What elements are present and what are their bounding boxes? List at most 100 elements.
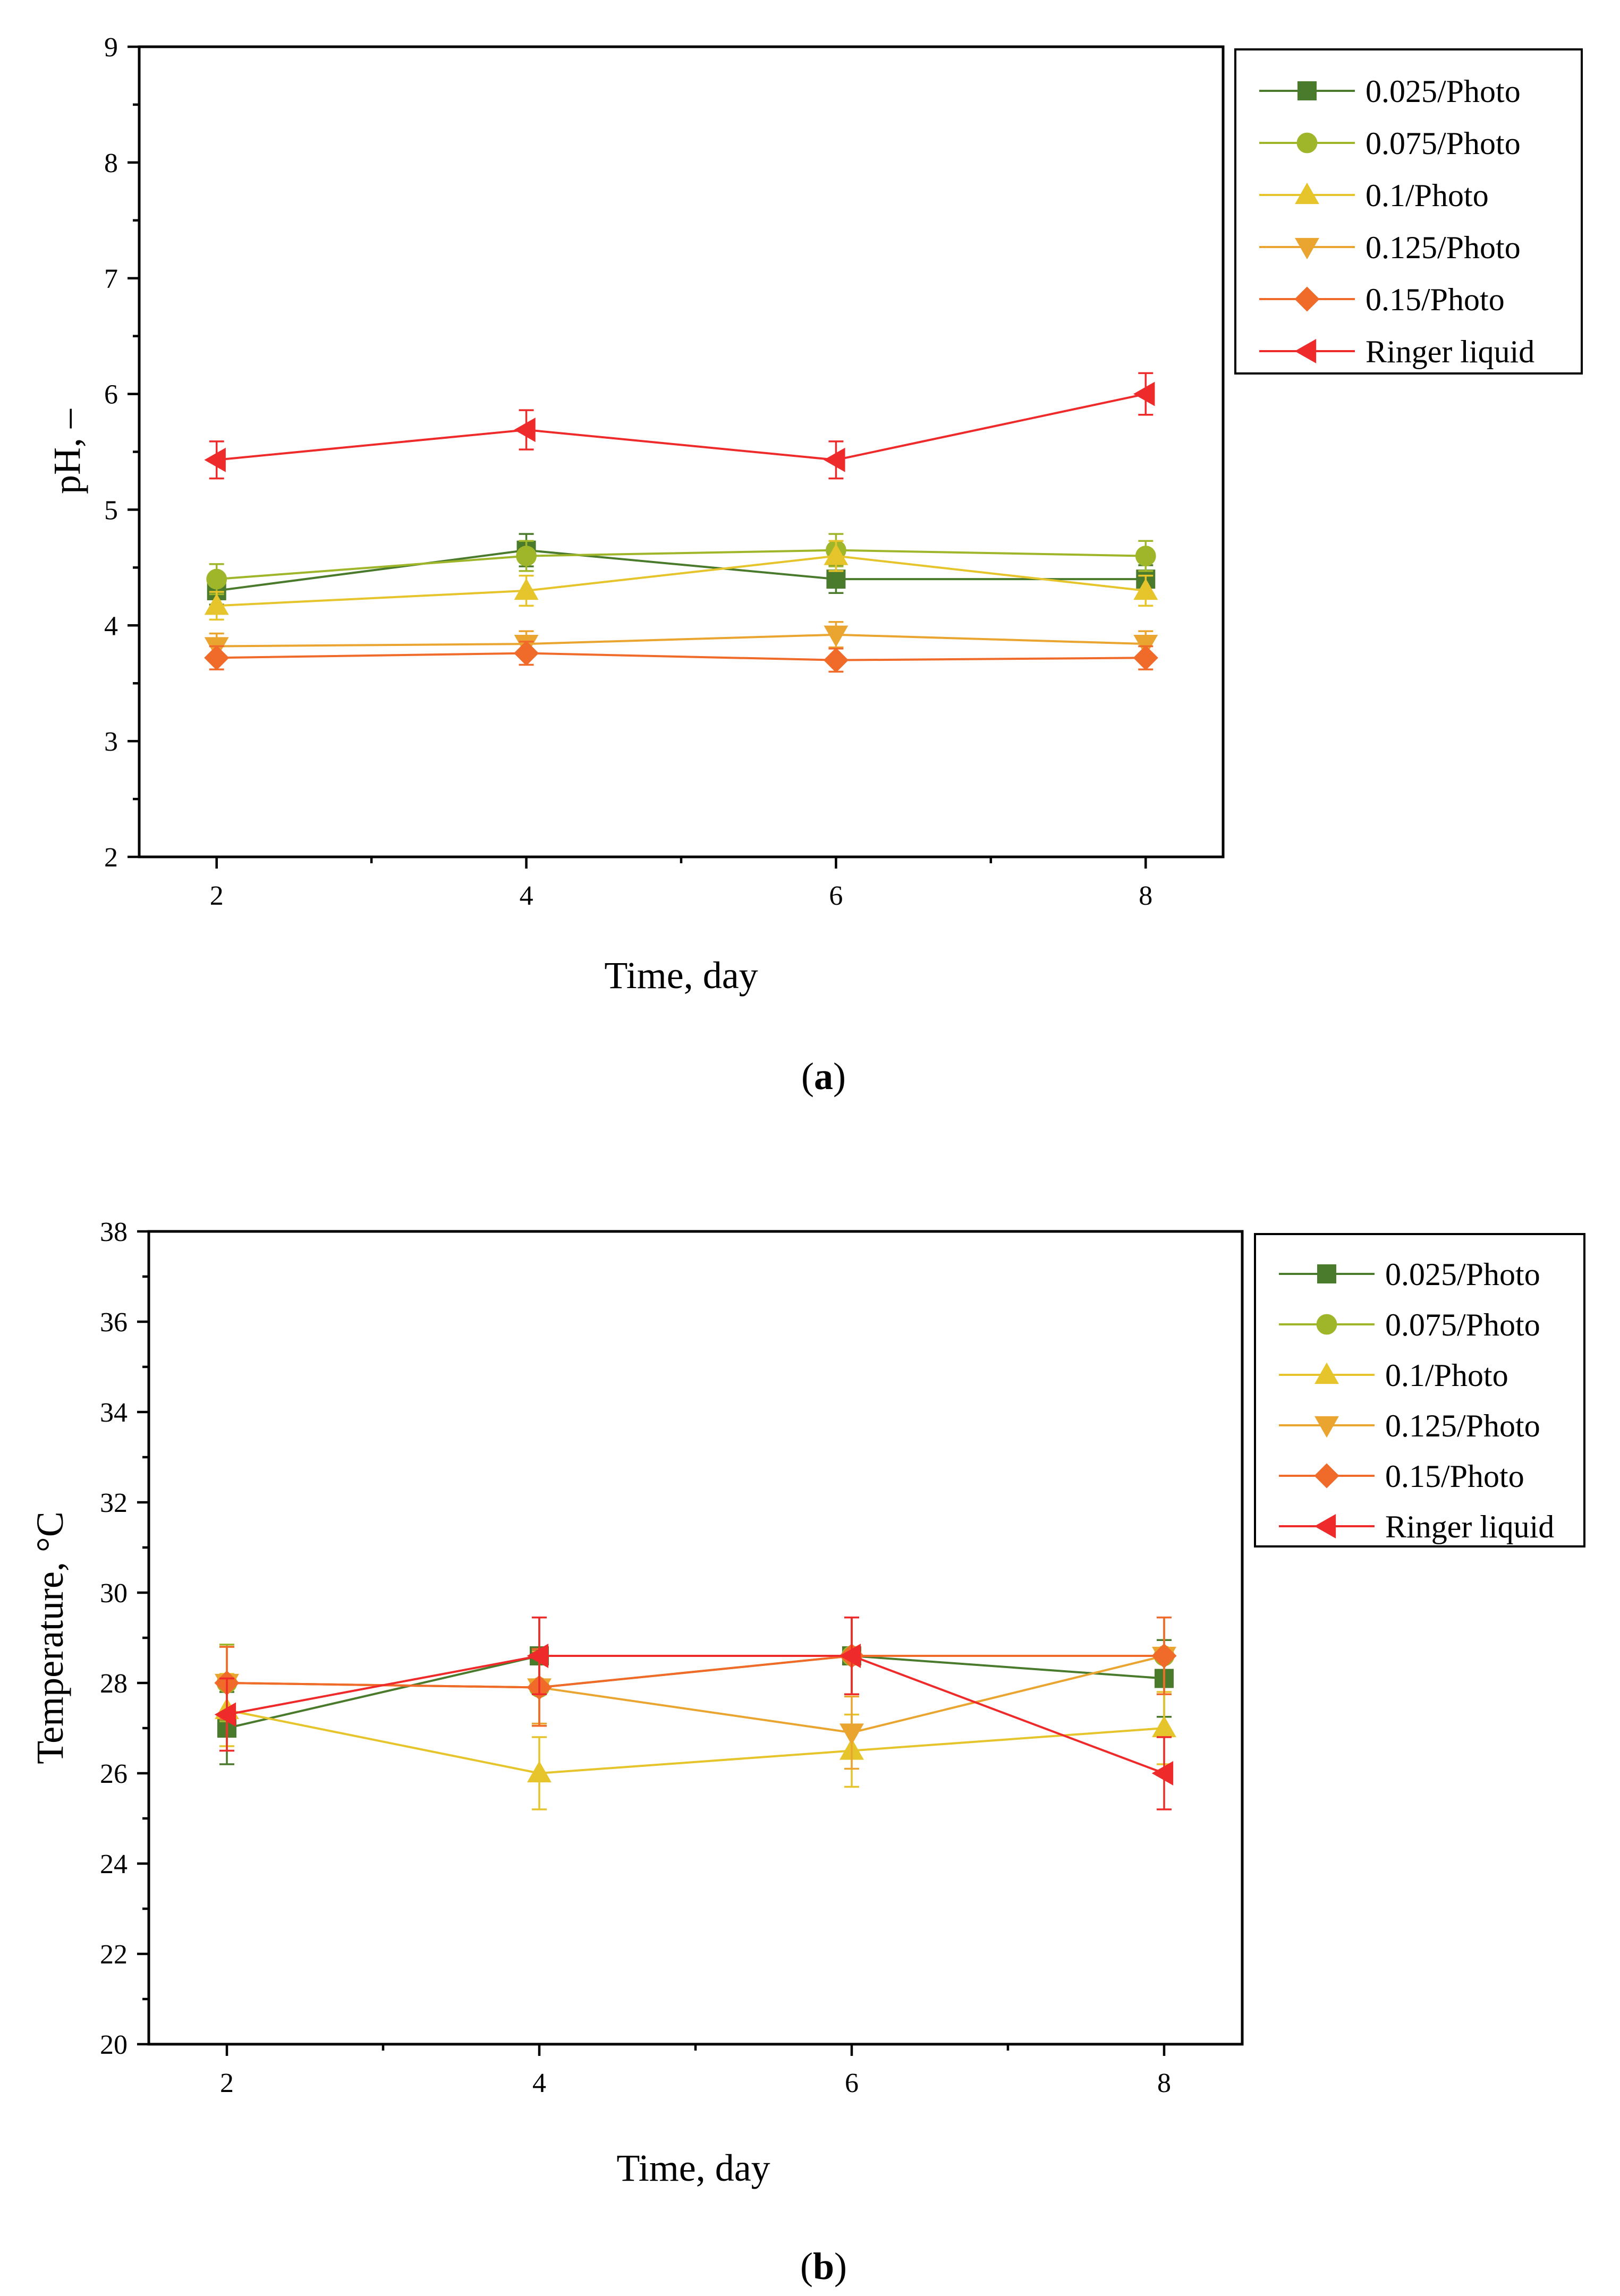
data-point <box>514 418 536 443</box>
y-tick-label: 30 <box>100 1578 128 1609</box>
legend-marker <box>1316 1314 1337 1335</box>
y-tick-label: 4 <box>104 611 118 641</box>
series-line <box>216 549 1146 581</box>
legend-box <box>1234 48 1583 375</box>
series-ringer-liquid <box>204 372 1155 480</box>
data-point <box>1133 578 1158 600</box>
caption-open: ( <box>801 1055 814 1098</box>
data-point <box>1151 1761 1174 1785</box>
legend-marker <box>1297 81 1317 100</box>
y-tick-label: 38 <box>100 1217 128 1247</box>
legend-label: 0.1/Photo <box>1385 1358 1508 1393</box>
figure-caption: (b) <box>800 2245 847 2288</box>
caption-letter: a <box>814 1055 833 1098</box>
x-tick-label: 6 <box>845 2068 859 2098</box>
data-point <box>527 1644 549 1668</box>
series-0-15-photo <box>204 641 1158 673</box>
data-point <box>516 546 537 566</box>
legend-marker <box>1295 237 1319 260</box>
data-point <box>206 568 227 590</box>
legend-label: 0.1/Photo <box>1365 178 1489 213</box>
y-tick-label: 24 <box>100 1849 128 1880</box>
series-line <box>226 1655 1164 1689</box>
series-0-125-photo <box>215 1617 1176 1770</box>
legend-label: 0.075/Photo <box>1385 1307 1540 1342</box>
series-0-125-photo <box>204 621 1158 660</box>
legend-label: Ringer liquid <box>1385 1509 1554 1544</box>
x-tick-label: 8 <box>1157 2068 1171 2098</box>
legend-label: 0.125/Photo <box>1385 1408 1540 1443</box>
caption-close: ) <box>834 2245 847 2288</box>
legend-marker <box>1296 132 1318 154</box>
data-point <box>1151 1643 1177 1669</box>
legend-marker <box>1295 182 1319 205</box>
data-point <box>1133 645 1158 670</box>
data-point <box>1133 634 1158 657</box>
series-line <box>216 555 1146 607</box>
series-line <box>226 1655 1165 1774</box>
legend-marker <box>1314 1362 1339 1384</box>
data-point <box>826 569 846 589</box>
y-tick-label: 22 <box>100 1940 128 1970</box>
y-tick-label: 6 <box>104 380 118 410</box>
data-point <box>204 645 230 670</box>
data-point <box>204 447 226 472</box>
legend-label: 0.15/Photo <box>1385 1459 1524 1494</box>
series-line <box>216 549 1146 592</box>
y-tick-label: 34 <box>100 1398 128 1428</box>
y-tick-label: 36 <box>100 1307 128 1338</box>
series-line <box>216 652 1146 661</box>
y-tick-label: 9 <box>104 32 118 63</box>
caption-close: ) <box>833 1055 846 1098</box>
legend-label: 0.125/Photo <box>1365 230 1521 265</box>
caption-open: ( <box>800 2245 813 2288</box>
series-ringer-liquid <box>214 1617 1174 1810</box>
x-tick-label: 6 <box>829 881 843 911</box>
data-point <box>1152 1715 1176 1738</box>
series-line <box>226 1655 1165 1729</box>
y-tick-label: 20 <box>100 2030 128 2060</box>
legend-marker <box>1317 1264 1336 1283</box>
legend-marker <box>1314 1416 1339 1438</box>
legend-marker <box>1294 339 1317 363</box>
data-point <box>1135 546 1156 566</box>
series-0-1-photo <box>215 1673 1176 1810</box>
x-tick-label: 2 <box>210 881 224 911</box>
legend: 0.025/Photo 0.075/Photo 0.1/Photo 0.125/Pho… <box>1234 48 1583 375</box>
y-axis-title: Temperature, °C <box>29 1511 71 1764</box>
data-point <box>214 1702 236 1727</box>
plot-frame <box>147 1230 1244 2046</box>
series-0-1-photo <box>204 540 1158 621</box>
data-point <box>823 648 849 673</box>
data-point <box>824 543 849 565</box>
y-tick-label: 28 <box>100 1669 128 1699</box>
series-0-025-photo <box>217 1617 1174 1765</box>
figure-caption: (a) <box>801 1055 846 1098</box>
y-tick-label: 2 <box>104 843 118 873</box>
legend-label: 0.075/Photo <box>1365 126 1521 161</box>
series-line <box>226 1709 1165 1775</box>
y-tick-label: 5 <box>104 495 118 525</box>
legend-marker <box>1314 1463 1339 1489</box>
data-point <box>824 625 849 647</box>
y-tick-label: 32 <box>100 1488 128 1518</box>
x-tick-label: 8 <box>1139 881 1152 911</box>
x-tick-label: 4 <box>532 2068 546 2098</box>
x-tick-label: 4 <box>520 881 533 911</box>
data-point <box>204 593 229 615</box>
series-0-075-photo <box>206 533 1156 596</box>
x-tick-label: 2 <box>220 2068 234 2098</box>
legend-label: Ringer liquid <box>1365 334 1534 369</box>
data-point <box>514 578 539 600</box>
legend-label: 0.15/Photo <box>1365 282 1505 317</box>
data-point <box>1133 381 1155 406</box>
legend-marker <box>1314 1514 1336 1538</box>
legend-label: 0.025/Photo <box>1385 1257 1540 1292</box>
legend: 0.025/Photo 0.075/Photo 0.1/Photo 0.125/Pho… <box>1254 1233 1585 1547</box>
data-point <box>839 1644 861 1668</box>
y-tick-label: 3 <box>104 727 118 757</box>
x-axis-title: Time, day <box>616 2147 770 2189</box>
